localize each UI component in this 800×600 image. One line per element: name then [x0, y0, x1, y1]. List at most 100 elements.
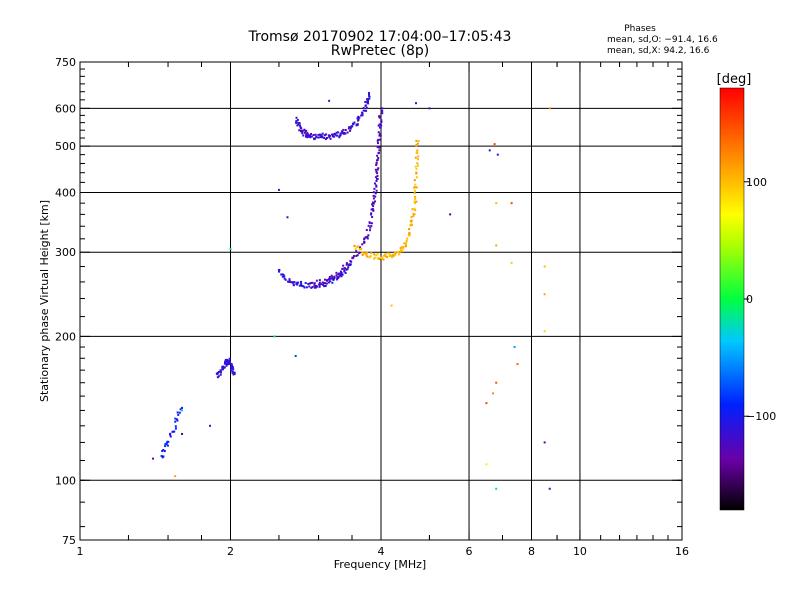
data-point [292, 284, 295, 287]
data-point [166, 444, 169, 447]
data-point [306, 135, 309, 138]
data-point [303, 128, 306, 131]
data-point [228, 362, 231, 365]
data-point [347, 266, 350, 269]
info-line-x: mean, sd,X: 94.2, 16.6 [607, 46, 710, 56]
data-point [169, 435, 172, 438]
data-point [303, 131, 306, 134]
data-point [174, 425, 177, 428]
data-point [348, 126, 351, 129]
data-point [225, 362, 228, 365]
data-point [306, 132, 309, 135]
data-point [226, 361, 229, 364]
data-point [345, 263, 348, 266]
data-point [372, 194, 375, 197]
data-point [385, 255, 388, 258]
data-point [332, 135, 335, 138]
data-point [356, 123, 359, 126]
data-point [173, 430, 176, 433]
data-point [380, 124, 383, 127]
data-point [370, 208, 373, 211]
data-point [222, 366, 225, 369]
data-point [363, 237, 366, 240]
data-point [328, 277, 331, 280]
data-point [175, 418, 178, 421]
data-point [371, 203, 374, 206]
x-tick-labels: 1 2 4 6 8 10 16 [77, 545, 690, 558]
data-point [296, 124, 299, 127]
data-point [283, 275, 286, 278]
data-point [372, 191, 375, 194]
data-point [414, 156, 417, 159]
data-point [311, 281, 314, 284]
data-point [340, 130, 343, 133]
data-point [350, 260, 353, 263]
data-point [220, 371, 223, 374]
data-point [333, 132, 336, 135]
data-point [381, 109, 384, 112]
data-point [352, 122, 355, 125]
data-point [377, 138, 380, 141]
data-point [355, 250, 358, 253]
data-point [174, 427, 177, 430]
data-point [548, 487, 551, 490]
data-point [353, 255, 356, 258]
data-point [232, 373, 235, 376]
data-point [367, 102, 370, 105]
data-point [376, 253, 379, 256]
data-point [298, 129, 301, 132]
data-point [485, 463, 488, 466]
data-point [321, 132, 324, 135]
data-point [317, 136, 320, 139]
data-point [324, 284, 327, 287]
data-point [223, 366, 226, 369]
data-point [495, 381, 498, 384]
data-point [381, 112, 384, 115]
x-tick-label: 8 [528, 545, 535, 558]
data-point [414, 209, 417, 212]
data-point [371, 216, 374, 219]
axis-ticks [79, 61, 683, 541]
x-tick-label: 16 [675, 545, 689, 558]
data-point [376, 177, 379, 180]
data-point [543, 265, 546, 268]
data-point [388, 255, 391, 258]
data-point [358, 116, 361, 119]
data-point [280, 273, 283, 276]
data-point [226, 358, 229, 361]
data-point [318, 285, 321, 288]
data-point [215, 372, 218, 375]
data-point [485, 402, 488, 405]
data-point [318, 281, 321, 284]
data-point [310, 286, 313, 289]
data-point [491, 392, 494, 395]
data-point [325, 136, 328, 139]
data-point [331, 135, 334, 138]
data-point [231, 364, 234, 367]
data-point [366, 237, 369, 240]
data-point [288, 280, 291, 283]
data-point [415, 200, 418, 203]
data-point [366, 98, 369, 101]
data-point [295, 116, 298, 119]
data-point [382, 254, 385, 257]
data-point [298, 122, 301, 125]
data-point [360, 111, 363, 114]
data-point [298, 284, 301, 287]
data-point [414, 183, 417, 186]
data-point [316, 285, 319, 288]
data-point [343, 131, 346, 134]
data-point [415, 176, 418, 179]
data-point [300, 127, 303, 130]
data-point [161, 449, 164, 452]
data-point [516, 363, 519, 366]
y-tick-label: 300 [55, 246, 76, 259]
data-point [162, 448, 165, 451]
colorbar-tick-label: 100 [746, 176, 767, 189]
data-point [324, 138, 327, 141]
data-point [392, 253, 395, 256]
data-point [278, 270, 281, 273]
data-point [308, 285, 311, 288]
data-point [375, 170, 378, 173]
data-point [409, 224, 412, 227]
